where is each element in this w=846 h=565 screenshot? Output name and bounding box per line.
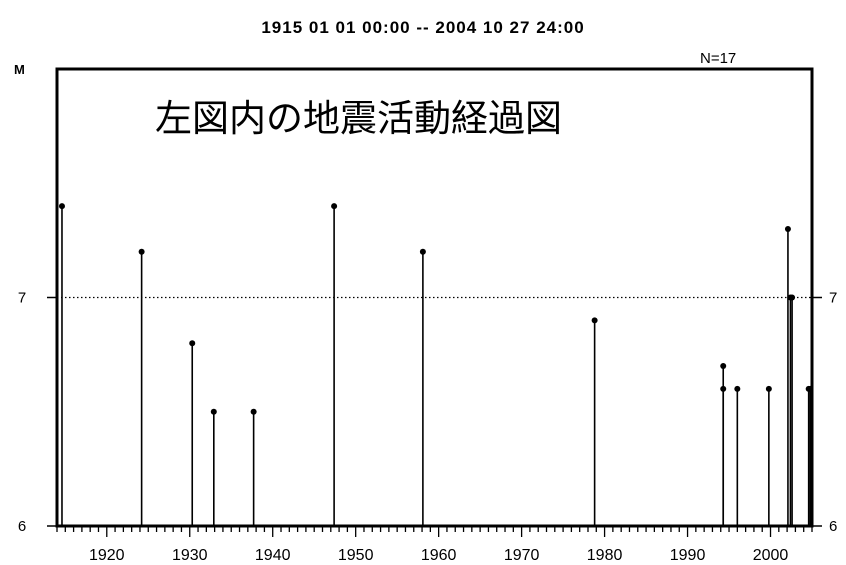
y-tick-label-right: 7 bbox=[829, 290, 837, 307]
stem-point bbox=[250, 408, 257, 415]
chart-caption: 左図内の地震活動経過図 bbox=[155, 97, 562, 140]
stem-point bbox=[210, 408, 217, 415]
y-axis-label: M bbox=[14, 62, 25, 77]
stem-point bbox=[189, 340, 196, 347]
event-count-label: N=17 bbox=[700, 50, 737, 67]
y-tick-label-left: 7 bbox=[18, 290, 26, 307]
y-tick-label-right: 6 bbox=[829, 518, 837, 535]
x-tick-label: 1980 bbox=[587, 547, 623, 564]
stem-point bbox=[784, 225, 791, 232]
x-tick-label: 1990 bbox=[670, 547, 706, 564]
stem-point bbox=[720, 385, 727, 392]
stem-point bbox=[789, 294, 796, 301]
x-tick-label: 1970 bbox=[504, 547, 540, 564]
stem-point bbox=[805, 385, 812, 392]
stem-point bbox=[734, 385, 741, 392]
date-range-title: 1915 01 01 00:00 -- 2004 10 27 24:00 bbox=[261, 18, 585, 37]
x-tick-label: 1930 bbox=[172, 547, 208, 564]
stem-point bbox=[419, 248, 426, 255]
x-tick-label: 1920 bbox=[89, 547, 125, 564]
stem-point bbox=[138, 248, 145, 255]
stem-point bbox=[765, 385, 772, 392]
x-tick-label: 1950 bbox=[338, 547, 374, 564]
stem-point bbox=[591, 317, 598, 324]
stem-point bbox=[58, 203, 65, 210]
y-tick-label-left: 6 bbox=[18, 518, 26, 535]
x-tick-label: 2000 bbox=[753, 547, 789, 564]
stem-point bbox=[720, 363, 727, 370]
plot-frame bbox=[55, 67, 814, 528]
stem-point bbox=[331, 203, 338, 210]
x-tick-label: 1940 bbox=[255, 547, 291, 564]
x-tick-label: 1960 bbox=[421, 547, 457, 564]
